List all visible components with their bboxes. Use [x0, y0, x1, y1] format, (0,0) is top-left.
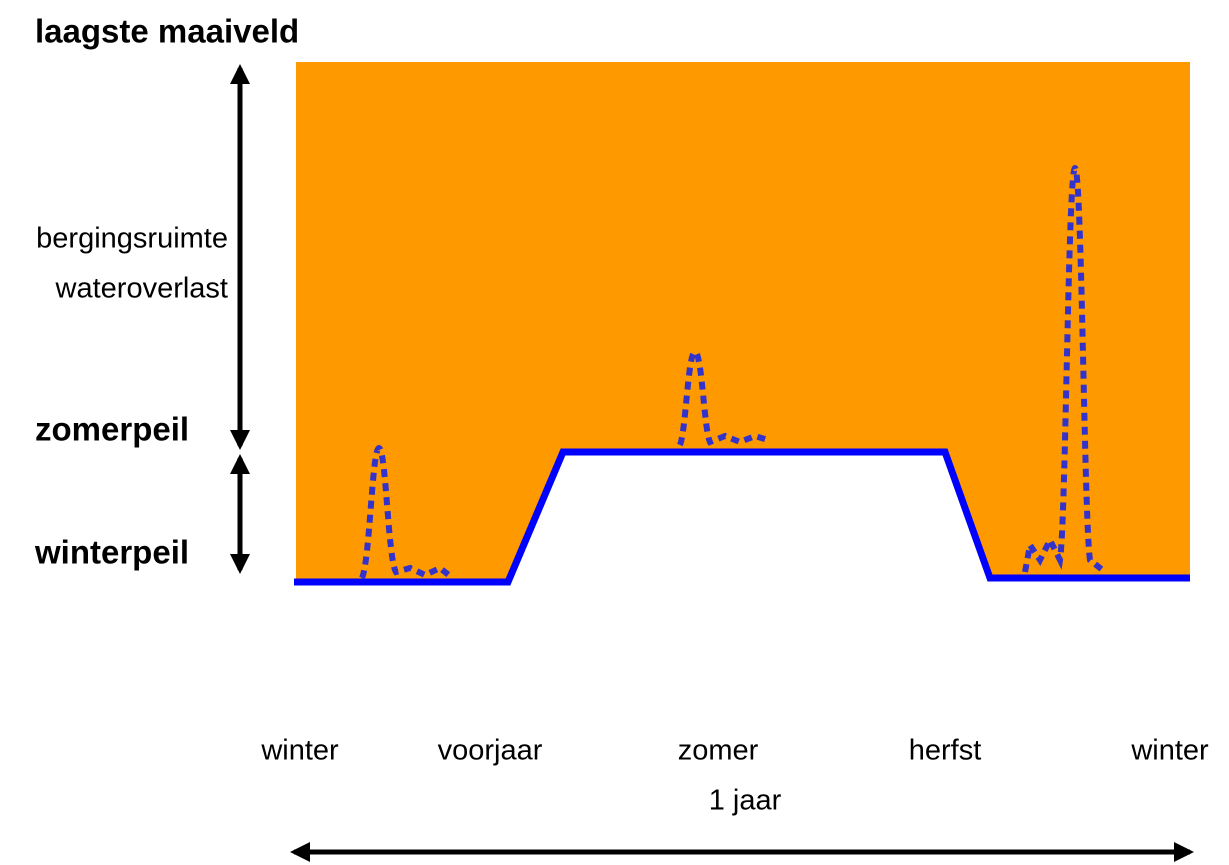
season-label: herfst [909, 735, 982, 767]
season-label: voorjaar [438, 735, 543, 767]
storage-area [296, 62, 1190, 582]
top-label: laagste maaiveld [35, 13, 299, 50]
season-label: zomer [678, 735, 759, 767]
water-level-line [294, 448, 1190, 586]
storage-label: wateroverlast [55, 273, 228, 305]
season-label: winter [1130, 735, 1209, 767]
period-label: 1 jaar [709, 785, 782, 817]
winter-level-label: winterpeil [34, 534, 189, 571]
season-label: winter [260, 735, 339, 767]
peaks [359, 164, 1107, 580]
summer-level-label: zomerpeil [35, 411, 189, 448]
storage-label: bergingsruimte [36, 223, 228, 255]
